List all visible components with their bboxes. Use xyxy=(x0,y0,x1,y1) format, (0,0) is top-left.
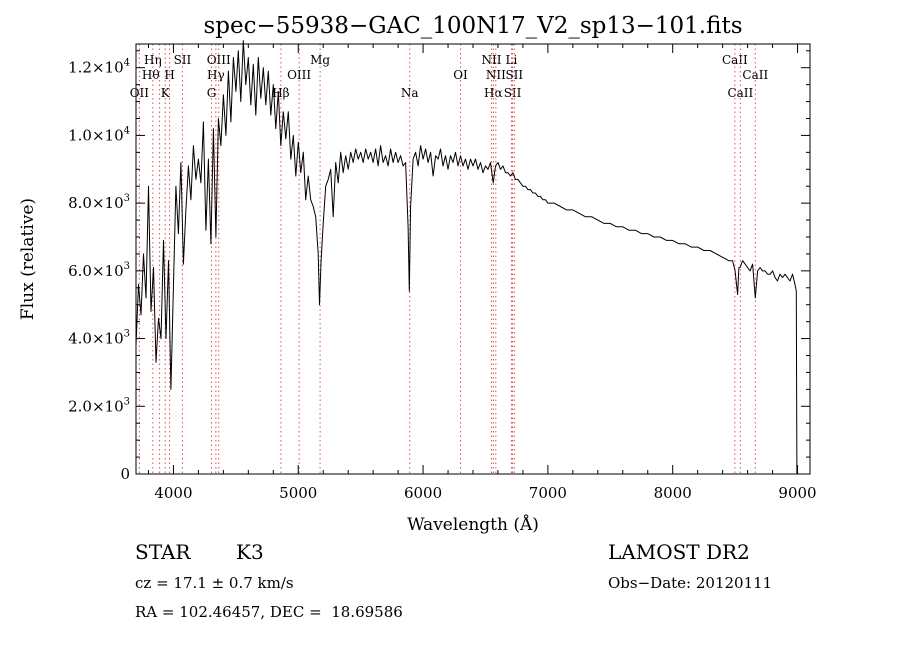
line-marker-label: CaII xyxy=(742,68,768,82)
object-subclass: K3 xyxy=(236,540,264,564)
line-marker-label: Hθ xyxy=(142,68,160,82)
x-tick-label: 9000 xyxy=(778,484,816,502)
line-marker-label: OIII xyxy=(287,68,311,82)
line-marker-label: Hη xyxy=(144,53,162,67)
x-tick-label: 4000 xyxy=(154,484,192,502)
line-marker-label: OI xyxy=(453,68,468,82)
line-marker-label: NII xyxy=(481,53,501,67)
line-marker-label: OIII xyxy=(207,53,231,67)
y-tick-label: 1.0×104 xyxy=(68,125,130,144)
plot-frame xyxy=(135,43,811,475)
line-marker-label: Hγ xyxy=(207,68,225,82)
object-class: STAR xyxy=(135,540,191,564)
observation-date: Obs−Date: 20120111 xyxy=(608,574,773,592)
line-marker-label: Li xyxy=(506,53,518,67)
line-marker-label: NII xyxy=(486,68,506,82)
line-marker-label: Mg xyxy=(310,53,330,67)
x-tick-label: 7000 xyxy=(529,484,567,502)
y-tick-label: 2.0×103 xyxy=(68,396,130,415)
y-tick-label: 6.0×103 xyxy=(68,261,130,280)
line-marker-label: K xyxy=(161,86,171,100)
line-marker-label: Na xyxy=(401,86,419,100)
line-marker-label: Hβ xyxy=(272,86,289,100)
redshift-velocity: cz = 17.1 ± 0.7 km/s xyxy=(135,574,294,592)
y-tick-label: 0 xyxy=(120,465,130,483)
line-marker-label: Hα xyxy=(484,86,503,100)
line-marker-label: CaII xyxy=(722,53,748,67)
line-marker-label: G xyxy=(207,86,217,100)
line-marker-label: OII xyxy=(130,86,150,100)
line-marker-label: SII xyxy=(174,53,192,67)
y-tick-label: 1.2×104 xyxy=(68,58,130,77)
x-tick-label: 6000 xyxy=(404,484,442,502)
line-marker-label: SII xyxy=(504,86,522,100)
y-axis-label: Flux (relative) xyxy=(18,198,38,320)
chart-title: spec−55938−GAC_100N17_V2_sp13−101.fits xyxy=(203,13,742,39)
x-axis-label: Wavelength (Å) xyxy=(407,514,539,535)
x-tick-label: 8000 xyxy=(654,484,692,502)
spectrum-chart-svg: spec−55938−GAC_100N17_V2_sp13−101.fits OI… xyxy=(18,13,817,535)
x-tick-label: 5000 xyxy=(279,484,317,502)
y-tick-label: 4.0×103 xyxy=(68,329,130,348)
line-marker-label: SII xyxy=(505,68,523,82)
spectrum-line xyxy=(135,40,798,475)
coordinates: RA = 102.46457, DEC = 18.69586 xyxy=(135,603,403,621)
y-tick-label: 8.0×103 xyxy=(68,193,130,212)
line-marker-label: CaII xyxy=(727,86,753,100)
survey-name: LAMOST DR2 xyxy=(608,540,750,564)
line-marker-label: H xyxy=(164,68,174,82)
